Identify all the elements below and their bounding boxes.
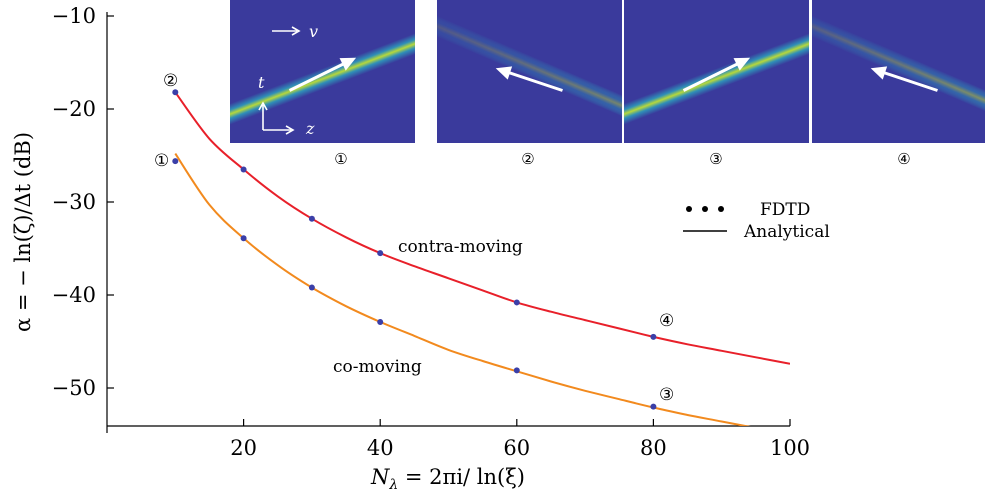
x-axis-label-rest: = 2πi/ ln(ξ) xyxy=(398,465,525,489)
direction-arrow-head xyxy=(495,66,513,80)
legend-fdtd-dot-3 xyxy=(718,206,724,212)
x-tick-label: 20 xyxy=(230,436,257,460)
y-tick-label: −50 xyxy=(52,376,96,400)
analytical-curve-contra-moving xyxy=(174,91,790,365)
point-marker-3: ③ xyxy=(659,385,674,405)
x-tick-label: 60 xyxy=(503,436,530,460)
y-tick-label: −20 xyxy=(52,97,96,121)
t-label: t xyxy=(258,73,265,92)
insets xyxy=(230,0,985,143)
x-tick-label: 80 xyxy=(640,436,667,460)
point-marker-1: ① xyxy=(154,151,169,171)
x-ticks: 20 40 60 80 100 xyxy=(230,419,810,460)
inset-label-4: ④ xyxy=(897,150,910,168)
x-tick-label: 100 xyxy=(770,436,810,460)
series-layer xyxy=(172,89,790,426)
fdtd-point-co-moving xyxy=(240,235,247,242)
inset-beam xyxy=(812,12,985,120)
fdtd-point-contra-moving xyxy=(308,215,315,222)
inset-beam xyxy=(624,30,809,128)
legend: FDTD Analytical xyxy=(683,200,830,242)
fdtd-point-co-moving xyxy=(377,318,384,325)
inset-3 xyxy=(624,0,809,143)
axes xyxy=(106,12,790,433)
fdtd-point-co-moving xyxy=(172,158,179,165)
fdtd-point-contra-moving xyxy=(513,299,520,306)
direction-arrow-head xyxy=(339,57,357,71)
inset-4 xyxy=(812,0,985,143)
fdtd-point-contra-moving xyxy=(377,250,384,257)
v-label: v xyxy=(309,22,318,41)
direction-arrow xyxy=(288,58,354,92)
y-tick-label: −30 xyxy=(52,190,96,214)
direction-arrow xyxy=(874,68,938,92)
point-marker-2: ② xyxy=(163,71,178,91)
legend-fdtd-dot-2 xyxy=(702,206,708,212)
fdtd-point-co-moving xyxy=(650,403,657,410)
inset-2 xyxy=(437,0,622,143)
curve-label-contra-moving: contra-moving xyxy=(398,237,523,257)
legend-fdtd-label: FDTD xyxy=(760,200,810,220)
fdtd-point-contra-moving xyxy=(650,333,657,340)
fdtd-point-contra-moving xyxy=(172,89,179,96)
inset-1-annotations: v t z xyxy=(258,22,318,138)
analytical-curve-co-moving xyxy=(174,153,751,426)
inset-label-3: ③ xyxy=(709,150,722,168)
y-tick-label: −10 xyxy=(52,4,96,28)
y-tick-label: −40 xyxy=(52,283,96,307)
z-axis-arrow-head xyxy=(285,125,295,135)
direction-arrow-head xyxy=(870,66,888,80)
fdtd-point-co-moving xyxy=(308,284,315,291)
fdtd-point-contra-moving xyxy=(240,166,247,173)
curve-label-co-moving: co-moving xyxy=(333,357,422,377)
x-axis-label-main: N xyxy=(370,465,390,489)
direction-arrow xyxy=(682,58,748,92)
x-axis-label-sub: λ xyxy=(388,477,398,493)
inset-label-1: ① xyxy=(334,150,347,168)
z-label: z xyxy=(305,119,315,138)
inset-labels: ① ② ③ ④ xyxy=(334,150,910,168)
x-tick-label: 40 xyxy=(367,436,394,460)
direction-arrow xyxy=(499,68,563,92)
point-marker-4: ④ xyxy=(659,311,674,331)
v-arrow-head xyxy=(291,26,301,36)
y-axis-label: α = − ln(ζ)/Δt (dB) xyxy=(11,132,35,332)
inset-label-2: ② xyxy=(521,150,534,168)
x-axis-label: Nλ = 2πi/ ln(ξ) xyxy=(370,465,525,493)
legend-analytical-label: Analytical xyxy=(743,222,830,242)
inset-beam xyxy=(437,12,622,120)
legend-fdtd-dot-1 xyxy=(686,206,692,212)
fdtd-point-co-moving xyxy=(513,367,520,374)
y-ticks: −10 −20 −30 −40 −50 xyxy=(52,4,114,400)
inset-beam xyxy=(230,30,415,128)
t-axis-arrow-head xyxy=(258,101,268,111)
direction-arrow-head xyxy=(733,57,751,71)
inset-1 xyxy=(230,0,415,143)
